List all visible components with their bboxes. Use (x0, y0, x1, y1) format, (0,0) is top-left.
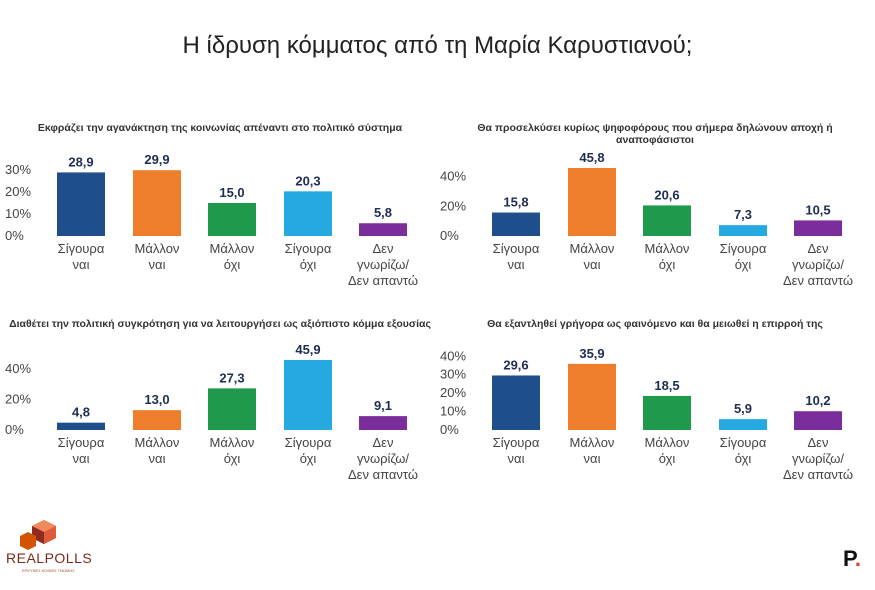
x-tick-label-sigoura-nai: Σίγουρα ναι (493, 241, 540, 272)
y-tick-label: 40% (5, 361, 31, 376)
x-tick-label-mallon-oxi: Μάλλον όχι (645, 241, 690, 272)
x-tick-label-den-gnorizo: Δεν γνωρίζω/Δεν απαντώ (348, 435, 418, 482)
data-label-mallon-nai: 45,8 (579, 150, 604, 165)
bar-sigoura-nai (492, 375, 540, 430)
x-tick-label-sigoura-nai: Σίγουρα ναι (58, 435, 105, 466)
chart-title: Εκφράζει την αγανάκτηση της κοινωνίας απ… (37, 122, 403, 134)
x-tick-label-mallon-nai: Μάλλον ναι (135, 241, 180, 272)
bar-sigoura-oxi (719, 225, 767, 236)
data-label-mallon-oxi: 20,6 (654, 187, 679, 202)
chart-panel-4: Θα εξαντληθεί γρήγορα ως φαινόμενο και θ… (440, 318, 870, 498)
publisher-logo-dot: . (854, 546, 861, 571)
x-tick-label-den-gnorizo: Δεν γνωρίζω/Δεν απαντώ (783, 435, 853, 482)
realpolls-logo-tagline: ΕΡΕΥΝΕΣ ΚΟΙΝΗΣ ΓΝΩΜΗΣ (22, 568, 75, 573)
bar-mallon-nai (133, 410, 181, 430)
bar-sigoura-nai (492, 212, 540, 236)
bar-den-gnorizo (359, 416, 407, 430)
bar-chart-3: 0% 20% 40% 4,8 Σίγουρα ναι 13,0 Μάλλον ναι 27,3 Μά… (5, 342, 418, 482)
chart-panel-1: Εκφράζει την αγανάκτηση της κοινωνίας απ… (5, 122, 435, 302)
y-tick-label: 20% (5, 184, 31, 199)
y-tick-label: 30% (440, 367, 466, 382)
bar-mallon-nai (568, 363, 616, 430)
bar-mallon-nai (568, 168, 616, 236)
y-tick-label: 40% (440, 169, 466, 184)
chart-title: Θα εξαντληθεί γρήγορα ως φαινόμενο και θ… (487, 318, 823, 330)
y-tick-label: 10% (5, 206, 31, 221)
bar-sigoura-nai (57, 422, 105, 430)
bar-chart-2: 0% 20% 40% 15,8 Σίγουρα ναι 45,8 Μάλλον ναι 20,6 Μ… (440, 150, 853, 288)
bar-chart-1: 0% 10% 20% 30% 28,9 Σίγουρα ναι 29,9 Μάλλον ναι 15… (5, 152, 418, 288)
data-label-sigoura-nai: 15,8 (503, 195, 528, 210)
chart-panel-2: Θα προσελκύσει κυρίως ψηφοφόρους που σήμ… (440, 122, 870, 302)
x-tick-label-sigoura-oxi: Σίγουρα όχι (720, 241, 767, 272)
data-label-den-gnorizo: 10,5 (805, 202, 830, 217)
chart-title: Διαθέτει την πολιτική συγκρότηση για να … (9, 318, 431, 330)
x-tick-label-den-gnorizo: Δεν γνωρίζω/Δεν απαντώ (348, 241, 418, 288)
x-tick-label-sigoura-oxi: Σίγουρα όχι (285, 241, 332, 272)
data-label-den-gnorizo: 5,8 (374, 205, 392, 220)
y-tick-label: 20% (440, 198, 466, 213)
y-tick-label: 20% (5, 391, 31, 406)
publisher-logo: P. (843, 546, 861, 572)
y-tick-label: 30% (5, 162, 31, 177)
data-label-mallon-nai: 35,9 (579, 346, 604, 361)
data-label-sigoura-nai: 28,9 (68, 154, 93, 169)
bar-mallon-nai (133, 170, 181, 236)
x-tick-label-den-gnorizo: Δεν γνωρίζω/Δεν απαντώ (783, 241, 853, 288)
bar-sigoura-nai (57, 172, 105, 236)
bar-sigoura-oxi (719, 419, 767, 430)
publisher-logo-letter: P (843, 546, 855, 571)
data-label-sigoura-nai: 4,8 (72, 405, 90, 420)
x-tick-label-sigoura-nai: Σίγουρα ναι (58, 241, 105, 272)
data-label-mallon-nai: 13,0 (144, 392, 169, 407)
data-label-mallon-oxi: 15,0 (219, 185, 244, 200)
bar-mallon-oxi (208, 203, 256, 236)
x-tick-label-mallon-oxi: Μάλλον όχι (210, 435, 255, 466)
bar-mallon-oxi (643, 205, 691, 236)
bar-den-gnorizo (359, 223, 407, 236)
data-label-sigoura-oxi: 20,3 (295, 173, 320, 188)
bar-mallon-oxi (643, 395, 691, 430)
bar-mallon-oxi (208, 388, 256, 430)
y-tick-label: 10% (440, 404, 466, 419)
data-label-sigoura-oxi: 5,9 (734, 401, 752, 416)
x-tick-label-sigoura-oxi: Σίγουρα όχι (285, 435, 332, 466)
y-tick-label: 0% (440, 228, 459, 243)
y-tick-label: 40% (440, 348, 466, 363)
bar-den-gnorizo (794, 411, 842, 430)
x-tick-label-mallon-nai: Μάλλον ναι (135, 435, 180, 466)
data-label-mallon-oxi: 27,3 (219, 370, 244, 385)
bar-sigoura-oxi (284, 360, 332, 430)
x-tick-label-mallon-nai: Μάλλον ναι (570, 435, 615, 466)
data-label-mallon-nai: 29,9 (144, 152, 169, 167)
data-label-sigoura-nai: 29,6 (503, 357, 528, 372)
y-tick-label: 0% (5, 422, 24, 437)
data-label-sigoura-oxi: 45,9 (295, 342, 320, 357)
bar-chart-4: 0% 10% 20% 30% 40% 29,6 Σίγουρα ναι 35,9 Μάλλον να… (440, 346, 853, 482)
y-tick-label: 0% (440, 422, 459, 437)
x-tick-label-mallon-nai: Μάλλον ναι (570, 241, 615, 272)
bar-sigoura-oxi (284, 191, 332, 236)
x-tick-label-mallon-oxi: Μάλλον όχι (210, 241, 255, 272)
x-tick-label-mallon-oxi: Μάλλον όχι (645, 435, 690, 466)
bar-den-gnorizo (794, 220, 842, 236)
y-tick-label: 0% (5, 228, 24, 243)
chart-panel-3: Διαθέτει την πολιτική συγκρότηση για να … (5, 318, 435, 498)
realpolls-logo-text: REALPOLLS (6, 550, 93, 566)
x-tick-label-sigoura-oxi: Σίγουρα όχι (720, 435, 767, 466)
data-label-sigoura-oxi: 7,3 (734, 207, 752, 222)
x-tick-label-sigoura-nai: Σίγουρα ναι (493, 435, 540, 466)
realpolls-logo-icon (20, 520, 56, 550)
data-label-den-gnorizo: 10,2 (805, 393, 830, 408)
chart-title: Θα προσελκύσει κυρίως ψηφοφόρους που σήμ… (477, 122, 833, 146)
data-label-mallon-oxi: 18,5 (654, 378, 679, 393)
y-tick-label: 20% (440, 385, 466, 400)
data-label-den-gnorizo: 9,1 (374, 398, 392, 413)
page-title: Η ίδρυση κόμματος από τη Μαρία Καρυστιαν… (182, 32, 693, 59)
